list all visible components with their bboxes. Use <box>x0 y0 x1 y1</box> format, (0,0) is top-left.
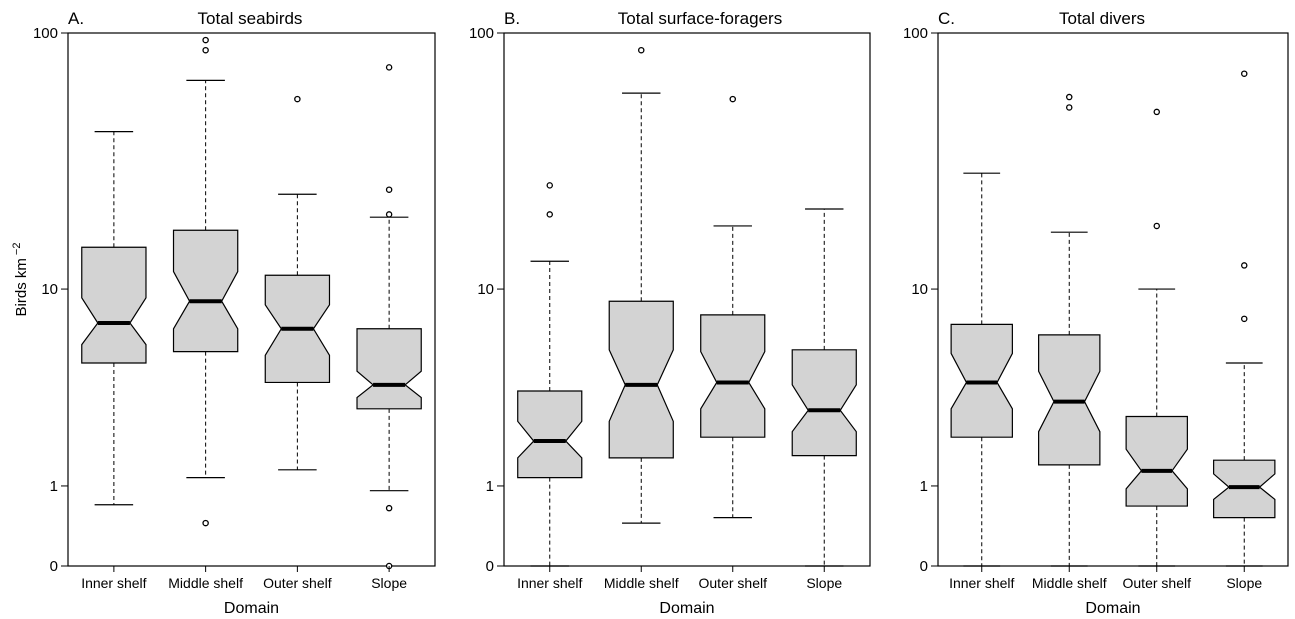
y-tick-label: 1 <box>50 478 58 495</box>
panel-title: Total seabirds <box>198 9 303 28</box>
box-slope: Slope <box>791 208 857 591</box>
notched-box <box>791 349 857 457</box>
x-axis-title: Domain <box>224 600 279 617</box>
y-tick-label: 100 <box>469 25 494 42</box>
x-tick-label: Slope <box>806 575 842 591</box>
outlier-point <box>385 504 393 512</box>
box-outer-shelf: Outer shelf <box>1123 108 1192 591</box>
y-tick-label: 10 <box>911 281 928 298</box>
box-inner-shelf: Inner shelf <box>81 131 147 591</box>
panel-letter: C. <box>938 9 955 28</box>
x-tick-label: Inner shelf <box>517 575 582 591</box>
notched-box <box>356 328 422 410</box>
panel-letter: B. <box>504 9 520 28</box>
box-middle-shelf: Middle shelf <box>1032 93 1107 591</box>
x-tick-label: Outer shelf <box>263 575 332 591</box>
x-tick-label: Slope <box>1226 575 1262 591</box>
y-tick-label: 100 <box>903 25 928 42</box>
panel-letter: A. <box>68 9 84 28</box>
y-tick-label: 0 <box>50 558 58 575</box>
box-middle-shelf: Middle shelf <box>168 36 243 591</box>
y-tick-label: 0 <box>920 558 928 575</box>
x-axis-title: Domain <box>1085 600 1140 617</box>
y-tick-label: 0 <box>486 558 494 575</box>
x-tick-label: Outer shelf <box>699 575 768 591</box>
outlier-point <box>729 95 737 103</box>
box-slope: Slope <box>356 64 422 591</box>
outlier-point <box>1066 104 1073 111</box>
x-axis-title: Domain <box>659 600 714 617</box>
outlier-point <box>1241 70 1248 77</box>
y-tick-label: 100 <box>33 25 58 42</box>
notched-box <box>608 300 674 459</box>
x-tick-label: Inner shelf <box>81 575 146 591</box>
x-tick-label: Middle shelf <box>168 575 243 591</box>
outlier-point <box>1066 93 1073 101</box>
notched-box <box>172 229 239 353</box>
y-tick-label: 1 <box>920 478 928 495</box>
box-outer-shelf: Outer shelf <box>699 95 768 591</box>
outlier-point <box>1153 222 1161 230</box>
notched-box <box>700 314 766 438</box>
y-tick-label: 10 <box>41 281 58 298</box>
box-inner-shelf: Inner shelf <box>949 172 1015 591</box>
x-tick-label: Middle shelf <box>1032 575 1107 591</box>
outlier-point <box>1241 315 1248 323</box>
outlier-point <box>385 211 393 218</box>
notched-box <box>81 246 147 364</box>
panel-title: Total divers <box>1059 9 1145 28</box>
outlier-point <box>546 182 554 189</box>
box-inner-shelf: Inner shelf <box>517 182 583 591</box>
plot-frame <box>67 32 436 567</box>
y-tick-label: 1 <box>486 478 494 495</box>
outlier-point <box>202 46 209 54</box>
outlier-point <box>385 64 393 71</box>
outlier-point <box>202 519 209 527</box>
box-middle-shelf: Middle shelf <box>604 46 679 591</box>
box-outer-shelf: Outer shelf <box>263 95 332 591</box>
outlier-point <box>1153 108 1161 116</box>
notched-box <box>1125 415 1188 507</box>
notched-box <box>517 390 583 479</box>
outlier-point <box>202 36 209 44</box>
outlier-point <box>294 95 301 103</box>
outlier-point <box>1241 262 1248 269</box>
y-tick-label: 10 <box>477 281 494 298</box>
panel-title: Total surface-foragers <box>618 9 782 28</box>
y-axis-title: Birds km −2 <box>11 243 30 317</box>
x-tick-label: Middle shelf <box>604 575 679 591</box>
plot-frame <box>937 32 1289 567</box>
outlier-point <box>385 186 393 193</box>
outlier-point <box>546 211 554 218</box>
x-tick-label: Outer shelf <box>1123 575 1192 591</box>
plot-frame <box>503 32 871 567</box>
x-tick-label: Inner shelf <box>949 575 1014 591</box>
outlier-point <box>638 46 645 54</box>
box-slope: Slope <box>1213 70 1276 591</box>
x-tick-label: Slope <box>371 575 407 591</box>
